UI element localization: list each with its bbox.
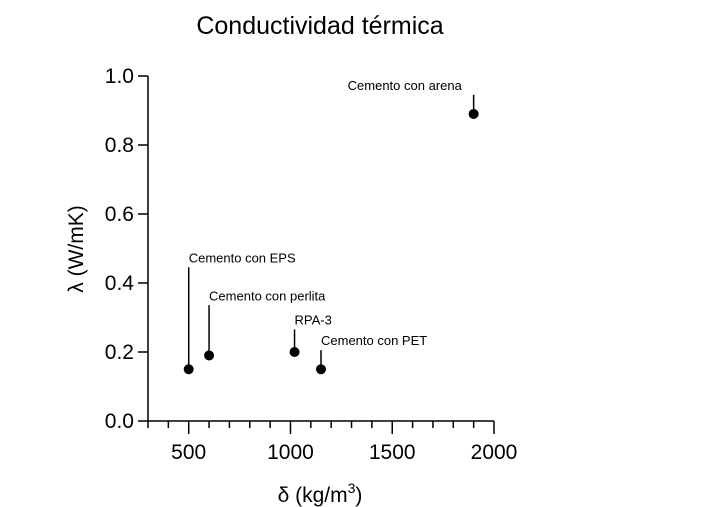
data-point-label: Cemento con perlita [209, 288, 326, 303]
data-point-label: Cemento con EPS [189, 250, 296, 265]
x-axis-ticks: 500 1000 1500 2000 [147, 421, 518, 464]
y-tick-label: 0.8 [105, 134, 134, 157]
data-point-label: Cemento con arena [348, 78, 463, 93]
data-points: Cemento con EPS Cemento con perlita RPA-3 C… [183, 78, 479, 375]
y-axis-ticks: 0.0 0.2 0.4 0.6 0.8 1.0 [105, 65, 148, 433]
y-tick-label: 0.6 [105, 203, 134, 226]
data-point [289, 347, 300, 357]
y-tick-label: 0.2 [105, 341, 134, 364]
x-axis-label-superscript: 3 [348, 480, 356, 496]
data-point [183, 364, 194, 375]
x-tick-label: 2000 [471, 441, 518, 464]
x-axis-label-end: ) [355, 484, 362, 507]
y-axis-label: λ (W/mK) [65, 205, 88, 292]
x-tick-label: 1500 [369, 441, 416, 464]
chart-title: Conductividad térmica [196, 12, 443, 40]
x-tick-label: 1000 [267, 441, 314, 464]
axes [147, 76, 494, 422]
x-axis-label: δ (kg/m3) [278, 480, 363, 507]
data-point-label: Cemento con PET [321, 333, 427, 348]
data-point-label: RPA-3 [295, 312, 332, 327]
data-point [204, 350, 215, 361]
y-tick-label: 0.0 [105, 410, 134, 433]
y-tick-label: 1.0 [105, 65, 134, 88]
y-tick-label: 0.4 [105, 272, 135, 295]
data-point [316, 364, 326, 375]
data-point [468, 108, 479, 119]
x-axis-label-main: δ (kg/m [278, 484, 348, 507]
x-tick-label: 500 [171, 441, 206, 464]
